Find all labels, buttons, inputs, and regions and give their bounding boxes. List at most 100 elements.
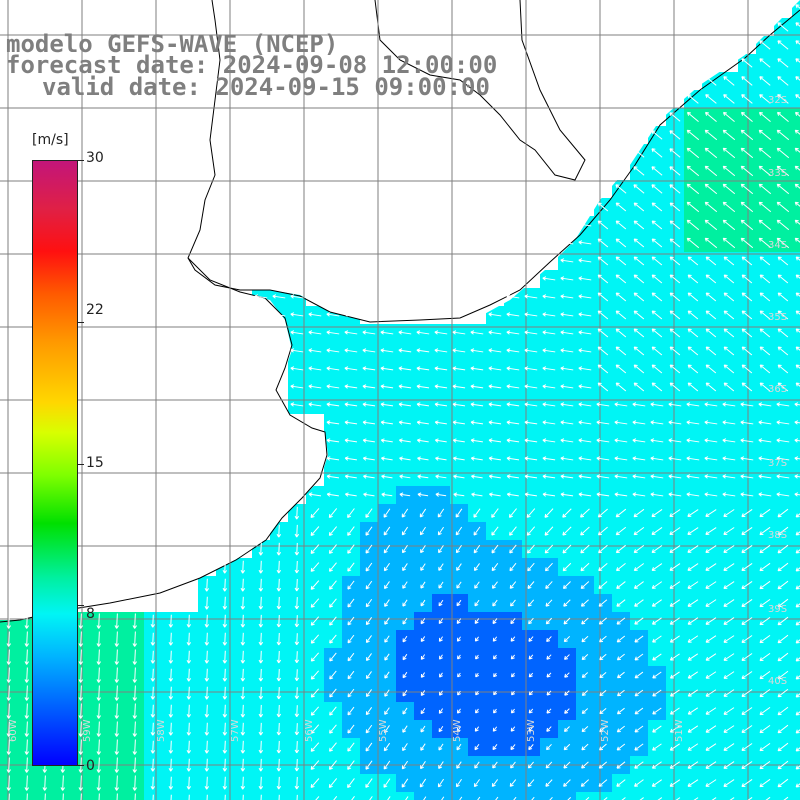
wind-arrow — [492, 744, 498, 751]
field-cell — [558, 792, 576, 800]
wind-arrow — [78, 721, 83, 737]
wind-arrow — [347, 760, 355, 770]
wind-arrow — [329, 598, 337, 608]
wind-arrow — [474, 599, 480, 607]
wind-arrow — [258, 632, 264, 646]
wind-arrow — [723, 779, 735, 787]
wind-arrow — [669, 743, 680, 751]
wind-arrow — [62, 793, 64, 800]
wind-arrow — [634, 689, 644, 697]
field-cell — [792, 216, 800, 234]
wind-arrow — [524, 456, 538, 461]
wind-arrow — [578, 294, 592, 299]
wind-arrow — [615, 202, 627, 212]
wind-arrow — [705, 707, 717, 715]
wind-arrow — [437, 778, 445, 788]
wind-arrow — [509, 526, 517, 536]
wind-arrow — [24, 721, 29, 737]
wind-arrow — [759, 328, 771, 338]
wind-arrow — [578, 240, 592, 245]
wind-arrow — [60, 775, 65, 791]
wind-arrow — [381, 474, 393, 479]
wind-arrow — [597, 256, 609, 266]
lon-label: 53W — [526, 719, 537, 742]
wind-arrow — [729, 797, 735, 800]
wind-arrow — [347, 742, 355, 752]
wind-arrow — [615, 328, 627, 338]
wind-arrow — [777, 652, 789, 662]
wind-arrow — [493, 690, 498, 696]
wind-arrow — [687, 292, 699, 302]
wind-arrow — [365, 760, 373, 770]
wind-arrow — [687, 509, 699, 517]
wind-arrow — [705, 743, 717, 751]
field-cell — [792, 54, 800, 72]
wind-arrow — [740, 492, 754, 497]
wind-arrow — [759, 40, 771, 50]
wind-arrow — [723, 707, 735, 715]
field-cell — [792, 108, 800, 126]
wind-arrow — [705, 76, 717, 86]
forecast-date: forecast date: 2024-09-08 12:00:00 — [6, 51, 498, 79]
wind-arrow — [524, 348, 538, 353]
wind-arrow — [344, 438, 358, 443]
wind-arrow — [437, 526, 445, 536]
wind-arrow — [705, 581, 717, 589]
wind-arrow — [475, 654, 479, 660]
wind-arrow — [132, 775, 137, 791]
wind-arrow — [276, 632, 282, 646]
wind-arrow — [329, 688, 337, 698]
wind-arrow — [272, 312, 286, 317]
wind-arrow — [384, 707, 390, 715]
wind-arrow — [544, 544, 554, 554]
field-cell — [792, 90, 800, 108]
wind-arrow — [186, 632, 192, 646]
wind-arrow — [524, 438, 538, 443]
wind-arrow — [114, 739, 119, 755]
wind-arrow — [329, 652, 337, 662]
wind-arrow — [528, 744, 534, 751]
wind-arrow — [452, 366, 466, 371]
wind-arrow — [687, 328, 699, 338]
wind-arrow — [168, 668, 174, 682]
field-cell — [522, 792, 540, 800]
wind-arrow — [777, 364, 789, 374]
wind-arrow — [634, 779, 644, 787]
field-cell — [792, 324, 800, 342]
field-cell — [792, 234, 800, 252]
wind-arrow — [347, 580, 355, 590]
wind-arrow — [633, 184, 645, 194]
wind-arrow — [168, 650, 174, 664]
wind-arrow — [597, 328, 609, 338]
wind-arrow — [634, 761, 644, 769]
field-cell — [648, 792, 666, 800]
wind-arrow — [470, 348, 484, 353]
wind-arrow — [24, 667, 29, 683]
wind-arrow — [398, 366, 412, 371]
wind-arrow — [777, 598, 789, 608]
wind-arrow — [326, 456, 340, 461]
field-cell — [612, 792, 630, 800]
wind-arrow — [563, 743, 571, 751]
wind-arrow — [651, 256, 663, 266]
wind-arrow — [795, 58, 800, 63]
wind-arrow — [326, 402, 340, 407]
wind-arrow — [474, 761, 480, 769]
wind-arrow — [651, 130, 663, 140]
wind-arrow — [777, 724, 789, 734]
wind-arrow — [578, 222, 592, 227]
wind-arrow — [344, 330, 358, 335]
wind-arrow — [470, 330, 484, 335]
wind-arrow — [581, 690, 589, 696]
wind-arrow — [78, 649, 83, 665]
wind-arrow — [8, 793, 10, 800]
wind-arrow — [347, 544, 355, 554]
wind-arrow — [310, 526, 320, 536]
wind-arrow — [759, 760, 771, 770]
wind-arrow — [616, 635, 626, 643]
wind-arrow — [383, 778, 391, 788]
wind-arrow — [776, 402, 790, 407]
wind-arrow — [240, 614, 246, 628]
wind-arrow — [186, 614, 192, 628]
wind-arrow — [634, 671, 644, 679]
